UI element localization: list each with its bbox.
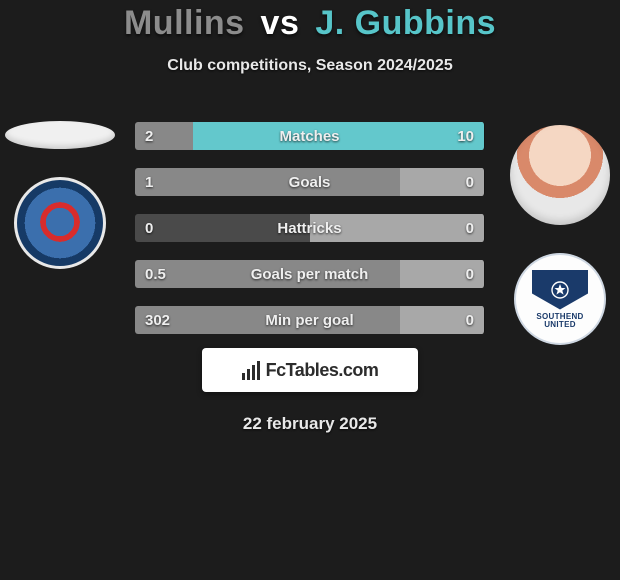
comparison-card: Mullins vs J. Gubbins Club competitions,… [0,0,620,580]
title-player1: Mullins [124,4,245,42]
player2-column: SOUTHEND UNITED [500,115,620,345]
club-name-right: SOUTHEND UNITED [522,313,598,329]
stat-label: Matches [135,122,484,150]
fctables-logo: FcTables.com [202,348,418,392]
stat-row: 3020Min per goal [135,306,485,334]
player2-club-badge: SOUTHEND UNITED [514,253,606,345]
player2-photo [510,125,610,225]
comparison-date: 22 february 2025 [243,414,377,434]
title-player2: J. Gubbins [315,4,496,42]
stat-row: 210Matches [135,122,485,150]
footer: FcTables.com 22 february 2025 [0,348,620,434]
stat-row: 00Hattricks [135,214,485,242]
logo-text: FcTables.com [266,360,379,381]
subtitle: Club competitions, Season 2024/2025 [0,57,620,75]
stat-label: Min per goal [135,306,484,334]
title-vs: vs [261,4,300,42]
player1-photo-placeholder [5,121,115,149]
stats-panel: 210Matches 10Goals 00Hattricks 0.50Goals pe… [135,122,485,334]
shield-icon [532,270,588,310]
stat-row: 10Goals [135,168,485,196]
player1-club-badge [14,177,106,269]
stat-label: Goals per match [135,260,484,288]
bar-chart-icon [242,360,260,380]
stat-row: 0.50Goals per match [135,260,485,288]
stat-label: Goals [135,168,484,196]
player1-column [0,115,120,269]
stat-label: Hattricks [135,214,484,242]
phoenix-icon [40,202,80,242]
page-title: Mullins vs J. Gubbins [0,4,620,43]
